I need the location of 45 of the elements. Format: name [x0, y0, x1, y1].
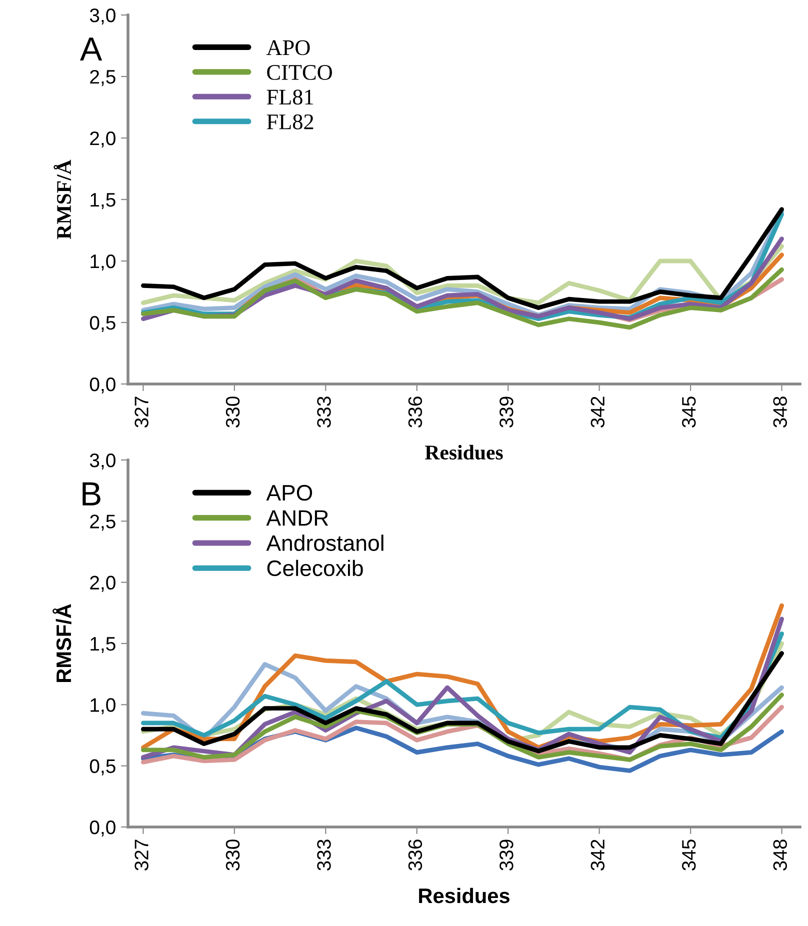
x-axis-title: Residues — [419, 888, 510, 904]
x-tick-label: 345 — [682, 396, 696, 428]
x-tick-label: 327 — [134, 396, 148, 428]
y-tick-label: 3,0 — [90, 8, 116, 25]
x-tick-label: 336 — [408, 840, 422, 871]
y-tick-label: 0,5 — [90, 759, 116, 776]
legend-label: FL82 — [266, 114, 314, 130]
y-axis-title: RMSF/Å — [54, 160, 72, 240]
y-tick-label: 3,0 — [90, 453, 116, 470]
x-tick-label: 333 — [317, 840, 331, 871]
x-tick-label: 336 — [408, 396, 422, 428]
x-tick-label: 330 — [226, 840, 240, 871]
x-tick-label: 342 — [590, 396, 605, 428]
x-tick-label: 348 — [773, 840, 787, 871]
y-tick-label: 0,5 — [90, 316, 116, 332]
legend-label: APO — [266, 40, 310, 56]
legend-label: Androstanol — [266, 534, 384, 551]
y-tick-label: 0,0 — [90, 377, 116, 394]
y-tick-label: 2,0 — [90, 576, 116, 592]
y-tick-label: 1,0 — [90, 698, 116, 714]
y-tick-label: 1,5 — [90, 637, 116, 654]
text: A — [80, 38, 102, 61]
x-tick-label: 330 — [226, 396, 240, 428]
x-tick-label: 333 — [317, 396, 331, 428]
y-tick-label: 1,0 — [90, 254, 116, 271]
y-tick-label: 2,5 — [90, 514, 116, 531]
legend-label: ANDR — [266, 510, 328, 526]
x-tick-label: 339 — [500, 396, 514, 428]
y-tick-label: 1,5 — [90, 193, 116, 210]
x-tick-label: 345 — [682, 840, 696, 871]
legend-label: APO — [266, 484, 312, 501]
legend-label: FL81 — [266, 90, 314, 105]
y-tick-label: 0,0 — [90, 820, 116, 837]
y-tick-label: 2,5 — [90, 70, 116, 86]
line-series — [140, 267, 784, 330]
legend-label: CITCO — [267, 64, 332, 80]
x-tick-label: 348 — [773, 396, 787, 428]
legend-label: Celecoxib — [267, 560, 363, 576]
y-axis-title: RMSF/Å — [52, 604, 72, 682]
y-tick-label: 2,0 — [90, 131, 116, 148]
x-tick-label: 342 — [590, 840, 605, 871]
x-tick-label: 327 — [134, 840, 148, 871]
text: B — [82, 482, 100, 506]
x-tick-label: 339 — [500, 840, 514, 871]
x-axis-title: Residues — [424, 444, 503, 460]
